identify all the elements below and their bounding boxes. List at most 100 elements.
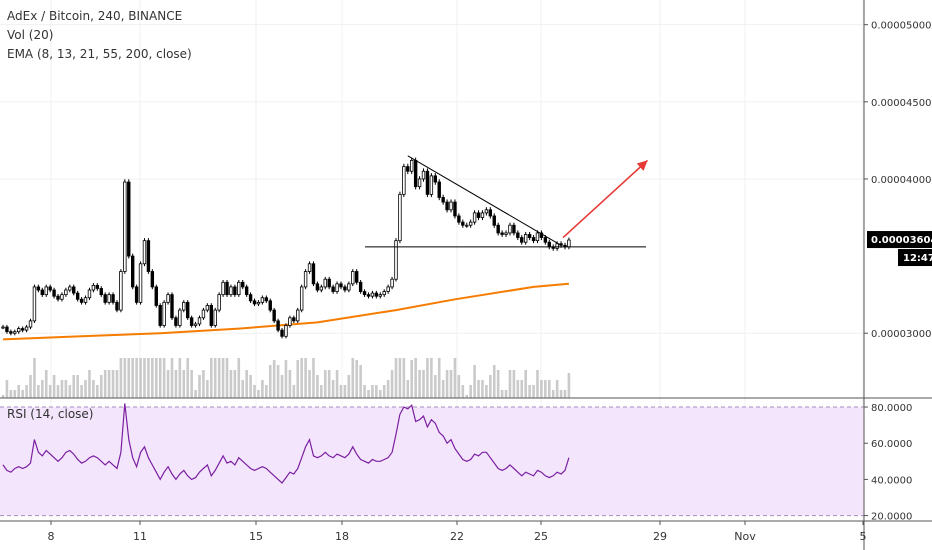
price-tick-label: 0.00003000 xyxy=(871,329,931,340)
countdown-badge: 12:47 xyxy=(898,249,932,267)
candle-down xyxy=(127,181,131,257)
volume-bar xyxy=(37,385,40,398)
candle-down xyxy=(40,289,44,296)
candle-down xyxy=(115,301,119,311)
candle-down xyxy=(488,209,493,217)
time-axis[interactable]: 8 11 15 18 22 25 29 Nov 5 xyxy=(48,521,867,543)
candle-down xyxy=(500,232,504,235)
candle-down xyxy=(146,240,151,272)
volume-bar xyxy=(500,390,504,398)
volume-bar xyxy=(394,358,398,398)
candle-up xyxy=(193,323,198,326)
projection-arrow[interactable] xyxy=(562,159,649,239)
candle-down xyxy=(272,309,276,322)
resistance-trend-line[interactable] xyxy=(407,155,562,246)
candle-down xyxy=(48,286,52,291)
time-tick-label: 5 xyxy=(860,530,867,543)
volume-bar xyxy=(473,365,476,398)
candle-up xyxy=(421,170,426,180)
candle-down xyxy=(248,294,253,302)
candle-down xyxy=(134,286,139,303)
candle-up xyxy=(138,263,143,303)
volume-bar xyxy=(257,390,260,398)
candle-down xyxy=(461,221,465,226)
volume-bar xyxy=(158,358,162,398)
candle-up xyxy=(288,317,292,326)
candle-up xyxy=(319,286,324,291)
volume-bar xyxy=(139,358,142,398)
candle-up xyxy=(402,166,406,195)
candle-up xyxy=(417,178,422,188)
volume-bar xyxy=(1,395,5,398)
candle-up xyxy=(64,289,68,296)
candle-down xyxy=(516,232,520,238)
volume-bar xyxy=(520,380,524,398)
candle-down xyxy=(520,237,524,243)
volume-bar xyxy=(284,360,288,398)
candle-down xyxy=(233,286,237,296)
candle-down xyxy=(292,317,296,322)
volume-bar xyxy=(477,380,480,398)
volume-bar xyxy=(253,385,256,398)
candle-up xyxy=(347,283,351,291)
price-axis[interactable]: 0.00005000 0.00004500 0.00004000 0.00003000 xyxy=(864,21,931,341)
volume-bar xyxy=(492,365,496,398)
candle-down xyxy=(174,317,178,326)
volume-bar xyxy=(33,358,36,398)
volume-bar xyxy=(123,358,127,398)
candle-down xyxy=(95,284,100,289)
volume-bar xyxy=(221,358,225,398)
volume-bar xyxy=(406,380,410,398)
volume-bar xyxy=(206,380,209,398)
volume-bar xyxy=(434,375,437,398)
volume-bar xyxy=(233,370,237,398)
volume-legend[interactable]: Vol (20) xyxy=(7,28,54,42)
bar-countdown: 12:47 xyxy=(903,253,932,264)
volume-bar xyxy=(170,358,174,398)
volume-bar xyxy=(107,370,111,398)
candle-down xyxy=(315,283,320,291)
volume-bar xyxy=(390,370,394,398)
rsi-legend[interactable]: RSI (14, close) xyxy=(7,407,94,421)
volume-bar xyxy=(119,358,123,398)
rsi-tick-label: 20.0000 xyxy=(871,512,912,523)
candle-up xyxy=(299,286,304,311)
candle-up xyxy=(468,221,473,226)
volume-bar xyxy=(567,373,571,398)
candle-down xyxy=(441,197,445,203)
volume-bar xyxy=(524,370,527,398)
volume-bar xyxy=(237,358,241,398)
candle-down xyxy=(476,212,481,218)
candle-down xyxy=(358,281,363,292)
symbol-legend[interactable]: AdEx / Bitcoin, 240, BINANCE xyxy=(7,9,183,23)
volume-bar xyxy=(115,370,119,398)
candle-up xyxy=(119,271,123,311)
volume-bar xyxy=(426,358,429,398)
ema-legend[interactable]: EMA (8, 13, 21, 55, 200, close) xyxy=(7,47,192,61)
candle-down xyxy=(445,201,449,211)
candle-up xyxy=(378,294,382,297)
volume-bar xyxy=(461,385,465,398)
time-tick-label: 18 xyxy=(335,530,349,543)
candle-down xyxy=(425,170,430,195)
rsi-axis[interactable]: 80.0000 60.0000 40.0000 20.0000 xyxy=(864,403,912,523)
volume-bar xyxy=(555,380,559,398)
volume-bar xyxy=(327,370,331,398)
volume-bar xyxy=(174,370,178,398)
candle-up xyxy=(28,320,33,328)
candle-up xyxy=(370,292,375,297)
volume-bar xyxy=(151,358,154,398)
candle-up xyxy=(166,294,170,303)
volume-bar xyxy=(308,370,311,398)
volume-bar xyxy=(402,358,406,398)
candle-up xyxy=(386,286,390,292)
rsi-tick-label: 40.0000 xyxy=(871,475,912,486)
price-tick-label: 0.00004500 xyxy=(871,98,931,109)
price-tick-label: 0.00005000 xyxy=(871,21,931,32)
volume-bar xyxy=(182,370,186,398)
candle-down xyxy=(354,271,359,283)
candle-up xyxy=(465,224,469,227)
volume-bar xyxy=(422,370,425,398)
volume-bar xyxy=(481,380,484,398)
